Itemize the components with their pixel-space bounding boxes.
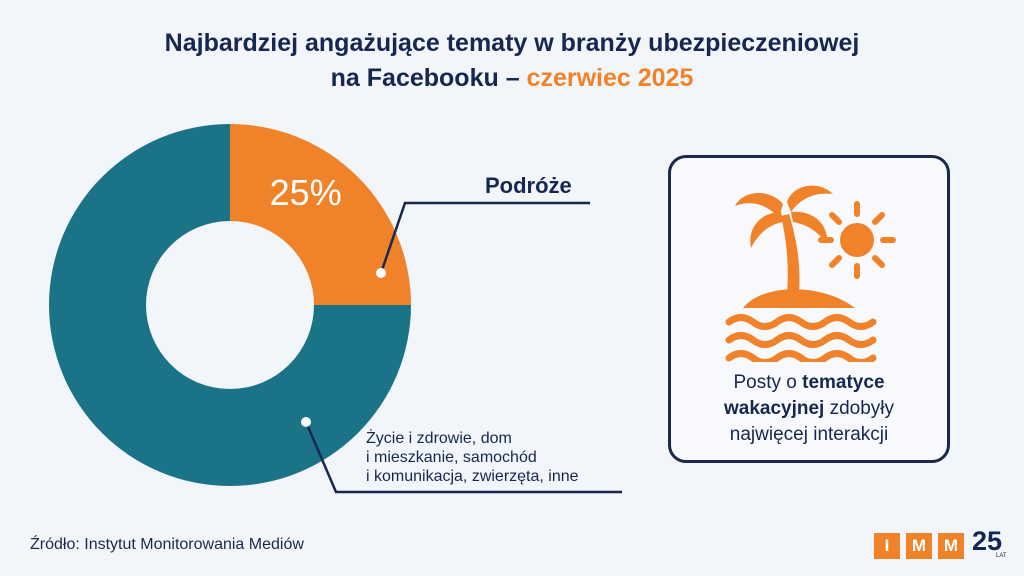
leader-dot-1 [301,417,311,427]
leader-dot-0 [376,268,386,278]
slice-label-1-line-1: i mieszkanie, samochód [366,449,537,466]
slice-label-1-line-2: i komunikacja, zwierzęta, inne [366,468,579,485]
slice-label-0: Podróże [485,173,572,198]
island-palm-sun-icon [725,185,896,362]
title-line-2-prefix: na Facebooku – [330,64,527,92]
logo-letter-i: I [874,533,900,559]
logo-anniversary-number: 25 [972,526,1003,556]
title-line-2: na Facebooku – czerwiec 2025 [0,61,1024,96]
card-text-bold-1: tematyce [802,372,885,393]
title-highlight: czerwiec 2025 [526,64,694,92]
card-text-part-2: zdobyły [824,398,895,419]
leader-line-1 [304,421,622,494]
card-text-line-3: najwięcej interakcji [729,424,889,445]
card-text-bold-2: wakacyjnej [723,398,825,419]
slice-value-label-0: 25% [270,172,342,213]
page-title: Najbardziej angażujące tematy w branży u… [0,26,1024,96]
logo-anniversary-suffix: LAT [996,553,1007,559]
card-text-line-2: wakacyjnej zdobyły [671,396,947,422]
card-text-part-1: Posty o [733,372,803,393]
leader-line-0 [379,201,590,274]
card-text: Posty o tematyce wakacyjnej zdobyły najw… [671,370,947,448]
logo-letter-m2: M [938,533,964,559]
logo-letter-m1: M [906,533,932,559]
donut-slice-1 [49,124,411,486]
slice-label-1-line-0: Życie i zdrowie, dom [366,428,512,447]
highlight-card: Posty o tematyce wakacyjnej zdobyły najw… [668,155,950,463]
title-line-1: Najbardziej angażujące tematy w branży u… [164,29,860,57]
source-note: Źródło: Instytut Monitorowania Mediów [30,536,304,553]
card-text-line-1: Posty o tematyce [671,370,947,396]
donut-slice-0 [230,124,411,305]
